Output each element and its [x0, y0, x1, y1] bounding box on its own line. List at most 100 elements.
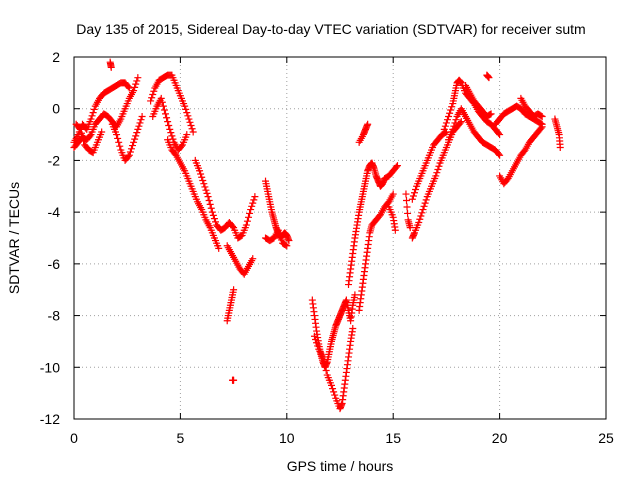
- data-point: [189, 128, 197, 136]
- data-point: [127, 145, 135, 153]
- data-point: [447, 106, 455, 114]
- data-point: [114, 134, 122, 142]
- y-tick-label: 2: [52, 49, 60, 65]
- data-point: [313, 339, 321, 347]
- data-point: [185, 115, 193, 123]
- x-tick-label: 20: [492, 430, 508, 446]
- data-point: [538, 112, 546, 120]
- data-point: [391, 226, 399, 234]
- data-point: [137, 116, 145, 124]
- data-point: [186, 118, 194, 126]
- data-point: [329, 385, 337, 393]
- data-point: [451, 119, 459, 127]
- data-point: [229, 222, 237, 230]
- data-point: [198, 173, 206, 181]
- data-point: [404, 209, 412, 217]
- data-point: [115, 138, 123, 146]
- data-point: [184, 112, 192, 120]
- data-point: [148, 94, 156, 102]
- data-point: [556, 144, 564, 151]
- data-point: [537, 112, 545, 120]
- data-point: [314, 342, 322, 350]
- data-point: [432, 172, 440, 180]
- data-point: [149, 90, 157, 98]
- x-tick-label: 15: [385, 430, 401, 446]
- data-point: [408, 195, 416, 203]
- data-point: [116, 142, 124, 150]
- data-point: [87, 115, 95, 123]
- data-point: [441, 129, 449, 137]
- data-point: [162, 110, 170, 118]
- data-point: [282, 241, 290, 249]
- data-point: [441, 122, 449, 130]
- data-point: [410, 189, 418, 197]
- data-point: [248, 202, 256, 210]
- data-point: [210, 215, 218, 223]
- data-point: [160, 106, 168, 114]
- data-point: [322, 367, 330, 375]
- data-point: [206, 200, 214, 208]
- data-point: [416, 215, 424, 223]
- data-point: [200, 180, 208, 188]
- data-point: [125, 84, 133, 92]
- data-point: [418, 209, 426, 217]
- data-point: [205, 197, 213, 205]
- data-point: [496, 131, 504, 139]
- y-tick-label: -6: [48, 256, 61, 272]
- x-axis-label: GPS time / hours: [287, 458, 394, 474]
- data-point: [80, 137, 88, 145]
- data-point: [249, 199, 257, 207]
- data-point: [417, 212, 425, 220]
- data-point: [246, 209, 254, 217]
- data-point: [132, 80, 140, 88]
- data-point: [183, 131, 191, 139]
- data-point: [364, 120, 372, 128]
- chart-title: Day 135 of 2015, Sidereal Day-to-day VTE…: [76, 21, 585, 37]
- data-point: [182, 105, 190, 113]
- data-point: [406, 224, 414, 232]
- data-point: [452, 116, 460, 124]
- data-point: [331, 391, 339, 399]
- data-point: [107, 63, 115, 71]
- data-point: [215, 244, 223, 252]
- data-point: [434, 165, 442, 173]
- data-point: [98, 128, 106, 136]
- data-point: [446, 109, 454, 117]
- data-point: [131, 135, 139, 143]
- data-point: [209, 211, 217, 219]
- data-point: [159, 102, 167, 110]
- data-point: [495, 129, 503, 137]
- data-point: [136, 119, 144, 127]
- data-point: [158, 98, 166, 106]
- y-tick-label: -4: [48, 204, 61, 220]
- data-point: [320, 357, 328, 365]
- data-point: [537, 124, 545, 132]
- data-point: [130, 87, 138, 95]
- data-point: [163, 114, 171, 122]
- data-point: [402, 190, 410, 198]
- data-point: [393, 162, 401, 170]
- data-point: [433, 169, 441, 177]
- data-point: [169, 135, 177, 143]
- data-point: [389, 190, 397, 198]
- data-point: [319, 353, 327, 361]
- data-point: [412, 186, 420, 194]
- data-point: [147, 97, 155, 105]
- data-point: [124, 83, 132, 91]
- data-point: [247, 206, 255, 214]
- data-point: [419, 206, 427, 214]
- data-point: [76, 125, 84, 133]
- data-point: [131, 83, 139, 91]
- data-point: [321, 362, 329, 370]
- data-point: [88, 112, 96, 120]
- data-point: [166, 125, 174, 133]
- data-point: [203, 189, 211, 197]
- data-point: [199, 176, 207, 184]
- data-point: [164, 118, 172, 126]
- data-point: [250, 196, 258, 204]
- data-point: [420, 202, 428, 210]
- data-point: [310, 332, 318, 340]
- x-tick-label: 10: [279, 430, 295, 446]
- data-point: [457, 118, 465, 126]
